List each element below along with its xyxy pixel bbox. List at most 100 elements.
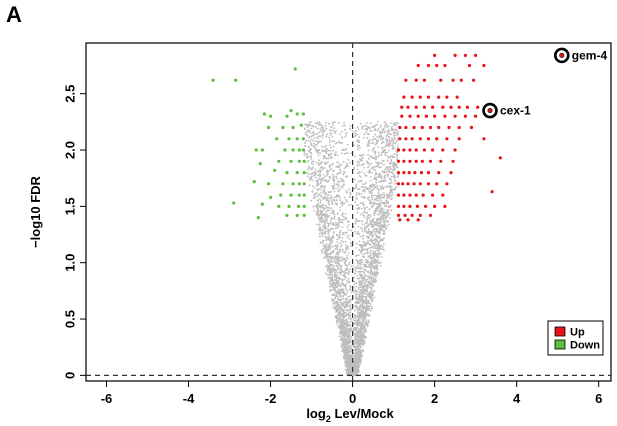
ns-point — [396, 131, 399, 133]
ns-point — [318, 235, 321, 238]
ns-point — [319, 167, 322, 169]
ns-point — [340, 304, 343, 306]
ns-point — [366, 137, 369, 139]
ns-point — [359, 159, 362, 162]
ns-point — [359, 313, 361, 316]
ns-point — [351, 354, 354, 356]
ns-point — [392, 165, 395, 168]
ns-point — [379, 173, 382, 176]
ns-point — [347, 369, 350, 372]
ns-point — [334, 132, 336, 134]
ns-point — [332, 306, 334, 308]
ns-point — [330, 190, 332, 193]
ns-point — [348, 270, 351, 273]
ns-point — [349, 311, 352, 314]
ns-point — [352, 318, 355, 321]
ns-point — [390, 190, 393, 193]
ns-point — [347, 367, 350, 369]
ns-point — [321, 248, 324, 251]
ns-point — [341, 204, 344, 206]
ns-point — [303, 151, 306, 154]
ns-point — [321, 168, 324, 171]
ns-point — [355, 333, 358, 335]
ns-point — [330, 152, 333, 155]
ns-point — [306, 168, 309, 171]
ns-point — [376, 258, 379, 261]
ns-point — [368, 169, 371, 172]
ns-point — [340, 333, 343, 336]
ns-point — [328, 267, 330, 270]
ns-point — [351, 363, 354, 366]
ns-point — [387, 155, 389, 158]
ns-point — [367, 292, 370, 294]
ns-point — [353, 283, 356, 286]
ns-point — [360, 359, 363, 362]
ns-point — [343, 293, 345, 296]
ns-point — [383, 249, 385, 252]
ns-point — [318, 121, 321, 123]
ns-point — [346, 340, 349, 342]
ns-point — [355, 194, 358, 197]
ns-point — [357, 320, 360, 322]
ns-point — [338, 271, 341, 274]
ns-point — [335, 177, 338, 179]
ns-point — [370, 233, 372, 236]
ns-point — [362, 314, 365, 317]
ns-point — [365, 320, 368, 323]
ns-point — [344, 217, 347, 219]
ns-point — [353, 338, 356, 341]
ns-point — [341, 221, 344, 224]
ns-point — [322, 177, 325, 180]
ns-point — [343, 311, 346, 314]
ns-point — [343, 124, 346, 127]
ns-point — [319, 241, 322, 244]
ns-point — [345, 306, 348, 308]
ns-point — [339, 300, 342, 302]
ns-point — [379, 261, 382, 264]
ns-point — [357, 341, 360, 344]
ns-point — [347, 252, 350, 254]
ns-point — [323, 157, 326, 159]
ns-point — [379, 265, 382, 267]
ns-point — [344, 360, 346, 363]
ns-point — [348, 220, 350, 223]
ns-point — [335, 151, 337, 154]
ns-point — [382, 220, 385, 223]
ns-point — [382, 191, 385, 194]
ns-point — [340, 320, 343, 323]
ns-point — [374, 128, 377, 131]
ns-point — [378, 237, 381, 240]
ns-point — [354, 356, 357, 359]
ns-point — [331, 264, 334, 267]
ns-point — [332, 251, 335, 254]
ns-point — [309, 179, 311, 181]
ns-point — [379, 228, 382, 231]
ns-point — [396, 157, 399, 159]
ns-point — [393, 169, 395, 171]
ns-point — [383, 222, 386, 224]
ns-point — [304, 141, 306, 144]
ns-point — [328, 209, 331, 212]
ns-point — [391, 127, 394, 130]
ns-point — [397, 146, 399, 149]
ns-point — [316, 121, 319, 124]
ns-point — [347, 348, 350, 351]
ns-point — [383, 237, 385, 240]
ns-point — [325, 236, 328, 239]
ns-point — [331, 298, 333, 300]
ns-point — [326, 133, 329, 136]
ns-point — [347, 247, 350, 250]
ns-point — [364, 301, 367, 304]
ns-point — [343, 278, 346, 281]
ns-point — [376, 272, 379, 275]
ns-point — [385, 220, 388, 223]
ns-point — [340, 291, 343, 294]
ns-point — [353, 356, 356, 359]
ns-point — [336, 173, 339, 176]
ns-point — [353, 178, 356, 181]
ns-point — [338, 237, 340, 240]
ns-point — [325, 210, 328, 213]
ns-point — [388, 171, 391, 174]
ns-point — [313, 193, 316, 196]
ns-point — [329, 241, 332, 244]
